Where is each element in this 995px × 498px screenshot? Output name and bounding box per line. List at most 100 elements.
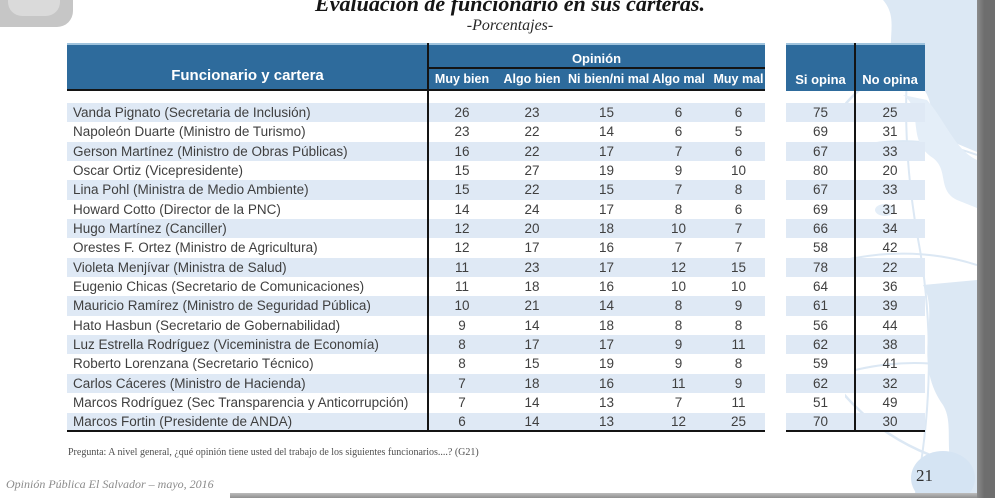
no-opina-cell: 49 (882, 395, 898, 411)
divider-si-no (854, 43, 856, 432)
no-opina-cell: 41 (882, 356, 898, 372)
header-algo-bien: Algo bien (503, 72, 561, 86)
opinion-value-cell: 14 (496, 412, 568, 432)
opinion-value-cell: 18 (568, 219, 645, 239)
si-opina-cell: 78 (786, 257, 855, 278)
no-opina-cell: 33 (855, 141, 925, 162)
column-gap (765, 277, 786, 296)
column-gap (765, 335, 786, 354)
slide-subtitle: -Porcentajes- (466, 17, 554, 34)
opinion-value-cell: 16 (598, 279, 615, 295)
header-algo-mal: Algo mal (652, 72, 705, 86)
bottom-edge-strip (230, 493, 995, 498)
opinion-value-cell: 5 (734, 124, 743, 140)
si-opina-cell: 80 (812, 162, 829, 178)
no-opina-cell: 30 (855, 412, 925, 432)
opinion-value-cell: 8 (674, 317, 683, 333)
no-opina-cell: 33 (855, 180, 925, 200)
row-name-cell: Lina Pohl (Ministra de Medio Ambiente) (67, 180, 428, 200)
opinion-value-cell: 16 (568, 373, 645, 394)
row-name-cell: Marcos Rodríguez (Sec Transparencia y An… (73, 395, 409, 411)
column-gap (765, 413, 786, 432)
opinion-value-cell: 15 (454, 162, 470, 178)
opinion-value-cell: 10 (428, 296, 496, 316)
header-muy-mal: Muy mal (713, 72, 764, 86)
opinion-value-cell: 18 (598, 317, 615, 333)
no-opina-cell: 20 (882, 162, 898, 178)
opinion-value-cell: 11 (428, 257, 496, 278)
opinion-value-cell: 8 (458, 356, 466, 372)
opinion-value-cell: 7 (645, 141, 712, 162)
corner-logo-icon (0, 0, 73, 27)
opinion-value-cell: 6 (428, 412, 496, 432)
table-bottom-border-main (67, 430, 765, 432)
opinion-value-cell: 17 (568, 141, 645, 162)
column-gap (765, 374, 786, 393)
opinion-value-cell: 18 (524, 279, 540, 295)
opinion-value-cell: 8 (428, 335, 496, 355)
divider-name-opinion (427, 43, 429, 432)
opinion-value-cell: 7 (458, 395, 466, 411)
header-si-opina: Si opina (786, 43, 855, 91)
opinion-value-cell: 8 (712, 180, 765, 200)
no-opina-cell: 36 (882, 279, 898, 295)
opinion-value-cell: 27 (524, 162, 540, 178)
si-opina-cell: 67 (786, 141, 855, 162)
column-gap (765, 258, 786, 277)
opinion-value-cell: 18 (496, 373, 568, 394)
opinion-value-cell: 23 (496, 257, 568, 278)
opinion-value-cell: 15 (568, 103, 645, 123)
opinion-value-cell: 7 (428, 373, 496, 394)
no-opina-cell: 31 (882, 201, 898, 217)
column-gap (765, 103, 786, 122)
opinion-value-cell: 14 (524, 395, 540, 411)
opinion-value-cell: 23 (454, 124, 470, 140)
opinion-value-cell: 15 (428, 180, 496, 200)
corner-logo-highlight (8, 0, 60, 16)
row-name-cell: Eugenio Chicas (Secretario de Comunicaci… (73, 279, 365, 295)
opinion-value-cell: 14 (568, 296, 645, 316)
row-name-cell: Oscar Ortiz (Vicepresidente) (73, 162, 244, 178)
opinion-value-cell: 15 (712, 257, 765, 278)
header-opinion-subcolumns: Muy bien Algo bien Ni bien/ni mal Algo m… (428, 69, 765, 89)
opinion-value-cell: 25 (712, 412, 765, 432)
page-number: 21 (916, 466, 933, 485)
opinion-value-cell: 16 (598, 240, 615, 256)
opinion-value-cell: 17 (568, 335, 645, 355)
opinion-value-cell: 11 (731, 395, 746, 411)
row-name-cell: Hugo Martínez (Canciller) (67, 219, 428, 239)
opinion-value-cell: 24 (524, 201, 540, 217)
opinion-value-cell: 15 (524, 356, 540, 372)
header-funcionario-cartera: Funcionario y cartera (67, 43, 428, 91)
opinion-value-cell: 14 (524, 317, 540, 333)
row-name-cell: Napoleón Duarte (Ministro de Turismo) (73, 124, 306, 140)
table-bottom-border-right (786, 430, 925, 432)
si-opina-cell: 64 (812, 279, 829, 295)
opinion-value-cell: 23 (496, 103, 568, 123)
opinion-value-cell: 22 (496, 180, 568, 200)
row-name-cell: Violeta Menjívar (Ministra de Salud) (67, 257, 428, 278)
header-funcionario-cartera-label: Funcionario y cartera (171, 67, 324, 84)
column-gap (765, 122, 786, 141)
opinion-value-cell: 19 (598, 356, 615, 372)
slide-title: Evaluación de funcionario en sus cartera… (315, 0, 705, 16)
opinion-value-cell: 10 (670, 279, 687, 295)
si-opina-cell: 62 (786, 373, 855, 394)
opinion-value-cell: 13 (598, 395, 615, 411)
row-name-cell: Hato Hasbun (Secretario de Gobernabilida… (73, 317, 341, 333)
row-name-cell: Orestes F. Ortez (Ministro de Agricultur… (73, 240, 318, 256)
row-name-cell: Marcos Fortin (Presidente de ANDA) (67, 412, 428, 432)
opinion-value-cell: 12 (428, 219, 496, 239)
opinion-value-cell: 9 (674, 356, 683, 372)
opinion-value-cell: 16 (428, 141, 496, 162)
si-opina-cell: 66 (786, 219, 855, 239)
opinion-value-cell: 11 (712, 335, 765, 355)
no-opina-cell: 31 (882, 124, 898, 140)
row-name-cell: Howard Cotto (Director de la PNC) (73, 201, 281, 217)
column-gap (765, 200, 786, 219)
column-gap (765, 296, 786, 315)
opinion-value-cell: 7 (674, 395, 683, 411)
opinion-value-cell: 6 (712, 141, 765, 162)
opinion-value-cell: 10 (730, 279, 747, 295)
opinion-value-cell: 7 (674, 240, 683, 256)
